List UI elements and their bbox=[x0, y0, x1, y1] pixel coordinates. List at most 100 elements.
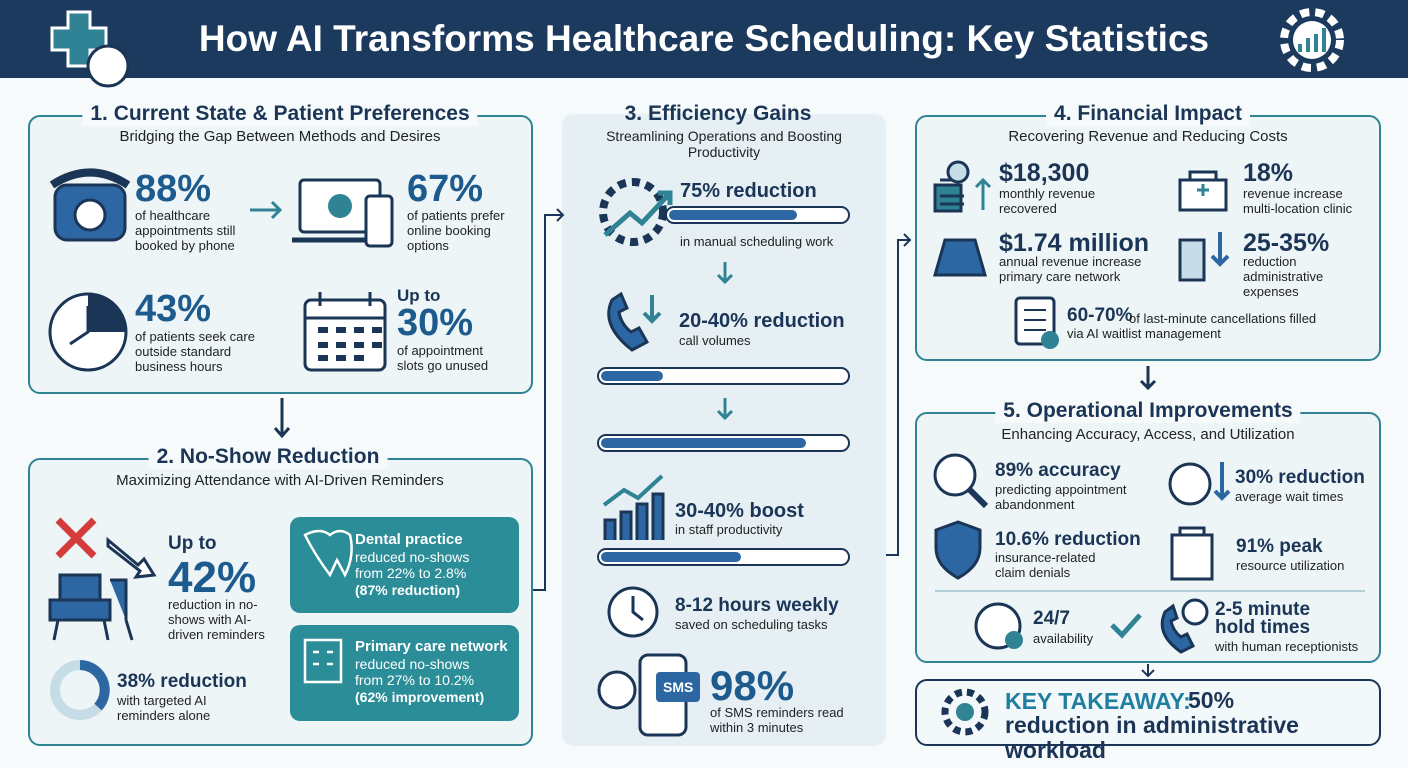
section-subtitle: Maximizing Attendance with AI-Driven Rem… bbox=[116, 472, 444, 489]
check-icon bbox=[1005, 631, 1023, 649]
section-title: 5. Operational Improvements bbox=[995, 399, 1301, 423]
sms-bubble bbox=[656, 672, 700, 702]
arrow-icon bbox=[1213, 462, 1231, 501]
stat-text: of patients prefer online booking option… bbox=[407, 208, 505, 253]
stat-value: 60-70% bbox=[1067, 305, 1133, 326]
section-box bbox=[915, 115, 1381, 361]
stat-text: reduction in no-shows with AI-driven rem… bbox=[168, 597, 265, 642]
stat-value: 98% bbox=[710, 662, 795, 709]
takeaway-label: KEY TAKEAWAY: bbox=[1005, 688, 1191, 714]
stat-value: 25-35% bbox=[1243, 229, 1330, 257]
arrow-icon bbox=[974, 177, 992, 210]
stat-value: 91% peak bbox=[1236, 536, 1323, 557]
clinic-icon bbox=[1197, 184, 1209, 196]
section-title: 1. Current State & Patient Preferences bbox=[82, 102, 478, 126]
stat-text: of last-minute cancellations filled via … bbox=[1067, 311, 1317, 341]
stat-text: reduction administrative expenses bbox=[1243, 254, 1324, 299]
section-title: 2. No-Show Reduction bbox=[148, 445, 388, 469]
section-subtitle: Streamlining Operations and Boosting Pro… bbox=[606, 128, 842, 160]
stat-text: in staff productivity bbox=[675, 522, 783, 537]
section-title: 4. Financial Impact bbox=[1046, 102, 1250, 126]
stat-text: with targeted AI reminders alone bbox=[117, 693, 211, 723]
cancel-icon bbox=[55, 517, 97, 559]
phone-icon bbox=[607, 291, 650, 352]
page-title: How AI Transforms Healthcare Scheduling:… bbox=[198, 18, 1210, 59]
stat-value: 20-40% reduction bbox=[679, 310, 845, 332]
question-icon bbox=[1181, 598, 1209, 626]
gear-icon bbox=[941, 688, 989, 736]
check-icon bbox=[328, 194, 352, 218]
header-bar bbox=[0, 0, 1408, 78]
stat-value: 24/7 bbox=[1033, 608, 1070, 629]
stat-value: 30% bbox=[397, 302, 474, 344]
mobile-icon bbox=[364, 194, 394, 248]
stat-text: revenue increase multi-location clinic bbox=[1243, 186, 1353, 216]
stat-text: in manual scheduling work bbox=[680, 234, 834, 249]
coin-icon bbox=[946, 160, 970, 184]
progress-fill bbox=[601, 371, 663, 381]
stat-prefix: Up to bbox=[397, 286, 441, 305]
stat-text: of healthcare appointments still booked … bbox=[135, 208, 236, 253]
stat-text: of patients seek care outside standard b… bbox=[135, 329, 255, 374]
check-icon bbox=[1041, 331, 1059, 349]
check-icon bbox=[1110, 613, 1142, 639]
progress-fill bbox=[669, 210, 797, 220]
progress-fill bbox=[601, 438, 806, 448]
stat-value: 8-12 hours weekly bbox=[675, 595, 839, 616]
coins-icon bbox=[933, 178, 964, 213]
stat-value: 75% reduction bbox=[680, 180, 817, 202]
connector-arrow bbox=[533, 208, 565, 591]
chairs-icon bbox=[48, 573, 134, 641]
section-subtitle: Recovering Revenue and Reducing Costs bbox=[1008, 128, 1288, 145]
stat-text: saved on scheduling tasks bbox=[675, 617, 828, 632]
stat-text: predicting appointment abandonment bbox=[995, 482, 1127, 512]
stat-value: 67% bbox=[407, 168, 484, 210]
cash-icon bbox=[1178, 238, 1206, 282]
checklist-icon bbox=[1024, 309, 1046, 331]
phone-icon bbox=[49, 168, 131, 189]
stat-prefix: Up to bbox=[168, 533, 217, 554]
stat-value: 42% bbox=[168, 553, 257, 602]
stat-text: monthly revenue recovered bbox=[999, 186, 1096, 216]
case-text: reduced no-shows from 27% to 10.2% bbox=[355, 656, 475, 688]
tooth-icon bbox=[303, 529, 353, 578]
section-subtitle: Enhancing Accuracy, Access, and Utilizat… bbox=[1001, 426, 1295, 443]
brain-icon bbox=[933, 453, 977, 497]
stat-text: of appointment slots go unused bbox=[397, 343, 489, 373]
stat-value: 30-40% boost bbox=[675, 500, 804, 522]
arrow bbox=[716, 262, 734, 421]
stat-text: with human receptionists bbox=[1215, 639, 1359, 654]
connector-arrow bbox=[1139, 366, 1157, 391]
building-icon bbox=[303, 638, 343, 684]
stat-value: 43% bbox=[135, 288, 212, 330]
calendar-slots bbox=[318, 327, 382, 361]
clock-icon bbox=[86, 44, 130, 88]
connector-arrow bbox=[273, 398, 291, 439]
sms-label: SMS bbox=[663, 679, 694, 695]
stat-value: 30% reduction bbox=[1235, 467, 1365, 488]
phone-icon bbox=[73, 198, 107, 232]
stat-text: availability bbox=[1033, 631, 1093, 646]
case-title: Dental practice bbox=[355, 531, 463, 548]
money-bag-icon bbox=[933, 238, 987, 277]
donut-icon bbox=[79, 660, 110, 711]
magnifier-icon bbox=[967, 487, 989, 509]
stat-text: of SMS reminders read within 3 minutes bbox=[710, 705, 844, 735]
arrow-icon bbox=[1210, 232, 1230, 267]
takeaway-box bbox=[915, 679, 1381, 746]
case-note: (62% improvement) bbox=[355, 689, 485, 705]
calendar-icon bbox=[305, 292, 385, 320]
case-title: Primary care network bbox=[355, 638, 508, 655]
stat-value: $1.74 million bbox=[999, 229, 1150, 257]
bars-icon bbox=[1298, 28, 1326, 52]
stat-value: 38% reduction bbox=[117, 671, 247, 692]
arrow-icon bbox=[642, 295, 662, 324]
progress-bar bbox=[597, 434, 850, 452]
gear-icon bbox=[599, 178, 667, 246]
stat-text: call volumes bbox=[679, 333, 751, 348]
progress-bar bbox=[597, 367, 850, 385]
stat-text: insurance-related claim denials bbox=[995, 550, 1096, 580]
bars-icon bbox=[603, 492, 665, 540]
